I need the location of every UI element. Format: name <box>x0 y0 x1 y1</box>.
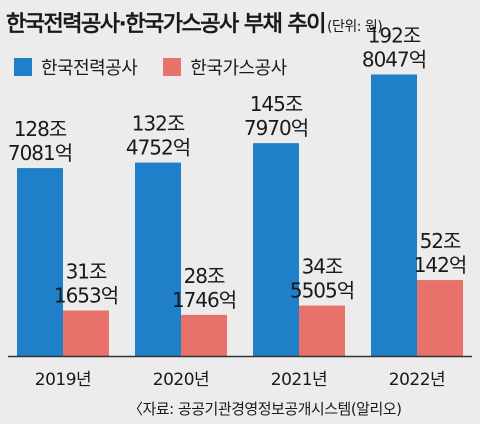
bar-kepco-2 <box>135 162 181 356</box>
data-label-kogas-1-2: 1653억 <box>54 283 118 307</box>
data-label-kogas-3-1: 34조 <box>302 255 343 279</box>
data-label-kepco-1-2: 7081억 <box>8 141 72 165</box>
x-tick-label-1: 2019년 <box>35 370 91 390</box>
x-tick-label-3: 2021년 <box>271 370 327 390</box>
bar-kepco-1 <box>17 168 63 356</box>
source-note: 〈자료: 공공기관경영정보공개시스템(알리오) <box>128 400 402 418</box>
data-label-kogas-2-2: 1746억 <box>172 288 236 312</box>
legend-item-kepco: 한국전력공사 <box>14 54 138 80</box>
bar-kogas-4 <box>417 280 463 356</box>
bar-kepco-4 <box>371 74 417 357</box>
legend-swatch-kepco <box>14 58 32 76</box>
data-label-kepco-4-2: 8047억 <box>362 48 426 72</box>
chart-title-row: 한국전력공사·한국가스공사 부채 추이 (단위: 원) <box>6 6 476 46</box>
data-label-kogas-4-1: 52조 <box>420 229 461 253</box>
legend-label-kogas: 한국가스공사 <box>190 58 287 79</box>
data-label-kepco-2-2: 4752억 <box>126 136 190 160</box>
legend-item-kogas: 한국가스공사 <box>163 54 287 80</box>
legend-swatch-kogas <box>163 58 182 76</box>
x-tick-label-2: 2020년 <box>153 370 209 390</box>
data-label-kogas-1-1: 31조 <box>66 259 107 283</box>
bar-kogas-2 <box>181 314 227 356</box>
data-label-kepco-3-2: 7970억 <box>244 116 308 140</box>
x-tick-label-4: 2022년 <box>389 370 445 390</box>
legend-label-kepco: 한국전력공사 <box>41 58 138 79</box>
data-label-kepco-3-1: 145조 <box>250 92 303 116</box>
data-label-kogas-3-2: 5505억 <box>290 279 354 303</box>
legend: 한국전력공사 한국가스공사 <box>14 52 313 82</box>
data-label-kogas-2-1: 28조 <box>184 264 225 288</box>
bar-kogas-1 <box>63 310 109 356</box>
data-label-kogas-4-2: 142억 <box>414 253 467 277</box>
data-label-kepco-2-1: 132조 <box>132 112 185 136</box>
chart-title: 한국전력공사·한국가스공사 부채 추이 <box>6 12 327 37</box>
bar-kogas-3 <box>299 305 345 356</box>
unit-label: (단위: 원) <box>327 19 383 35</box>
data-label-kepco-4-1: 192조 <box>368 24 421 48</box>
data-label-kepco-1-1: 128조 <box>14 117 67 141</box>
bar-kepco-3 <box>253 143 299 356</box>
